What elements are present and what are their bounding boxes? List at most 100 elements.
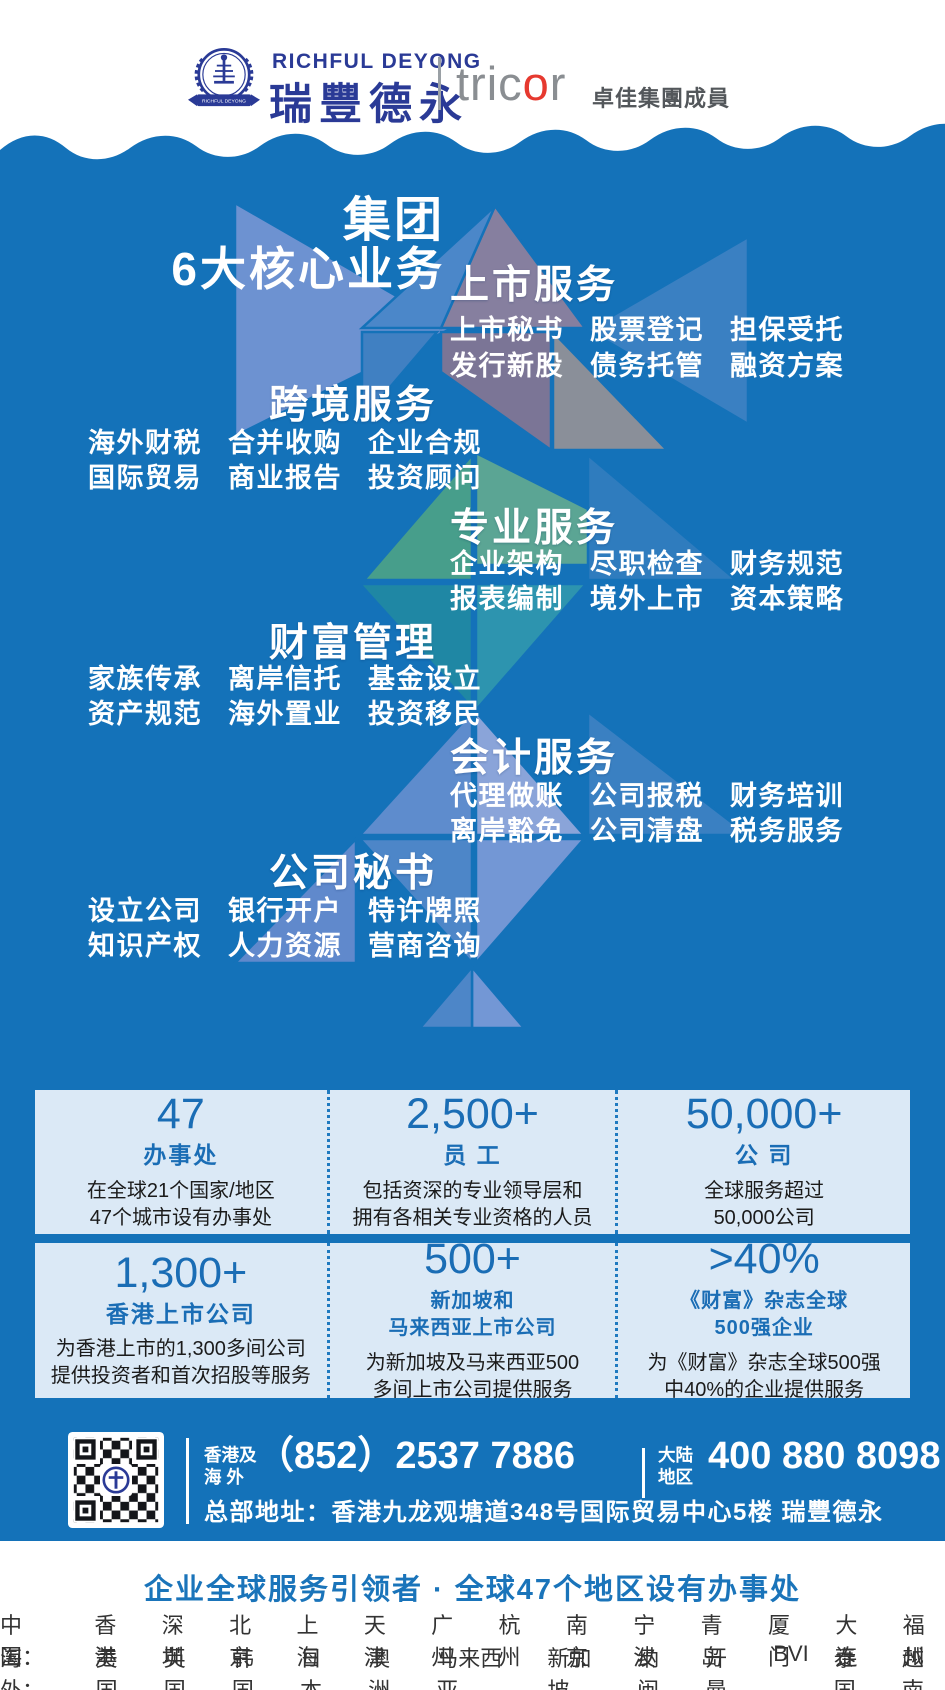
service-item: 资本策略 bbox=[730, 584, 844, 614]
city: 杭州 bbox=[498, 1613, 521, 1670]
service-title-listing: 上市服务 bbox=[450, 264, 619, 307]
city: 天津 bbox=[363, 1613, 386, 1670]
city: 马来西亚 bbox=[436, 1646, 503, 1690]
stat-label: 香港上市公司 bbox=[105, 1300, 256, 1327]
stat-value: 50,000+ bbox=[685, 1090, 843, 1139]
service-item: 设立公司 bbox=[88, 896, 202, 926]
contact-divider bbox=[186, 1438, 189, 1524]
service-item: 财务培训 bbox=[730, 781, 844, 811]
stat-label: 公 司 bbox=[734, 1142, 794, 1169]
city: 上海 bbox=[296, 1613, 319, 1670]
stat-value: 500+ bbox=[424, 1235, 521, 1284]
service-title-professional: 专业服务 bbox=[450, 507, 619, 550]
service-items: 国际贸易 商业报告 投资顾问 bbox=[88, 456, 482, 495]
service-item: 股票登记 bbox=[590, 315, 704, 345]
city: 南京 bbox=[565, 1613, 588, 1670]
header-divider bbox=[438, 57, 441, 110]
service-items: 企业架构 尽职检查 财务规范 bbox=[450, 542, 844, 581]
service-item: 海外财税 bbox=[88, 428, 202, 458]
city: 泰国 bbox=[833, 1646, 856, 1690]
service-item: 特许牌照 bbox=[368, 896, 482, 926]
service-items: 上市秘书 股票登记 担保受托 bbox=[450, 308, 844, 347]
city: 新加坡 bbox=[547, 1646, 592, 1690]
brand-name-en: RICHFUL DEYONG bbox=[272, 50, 482, 73]
city: 韩国 bbox=[231, 1646, 254, 1690]
service-item: 税务服务 bbox=[730, 816, 844, 846]
stat-label-line2: 马来西亚上市公司 bbox=[388, 1316, 557, 1339]
city: 宁波 bbox=[633, 1613, 656, 1670]
hero-title-line1: 集团 bbox=[342, 194, 445, 247]
service-item: 资产规范 bbox=[88, 699, 202, 729]
service-item: 企业合规 bbox=[368, 428, 482, 458]
service-items: 资产规范 海外置业 投资移民 bbox=[88, 692, 482, 731]
city: 日本 bbox=[299, 1646, 322, 1690]
stat-description: 在全球21个国家/地区 47个城市设有办事处 bbox=[86, 1179, 275, 1229]
stat-value: 2,500+ bbox=[406, 1090, 539, 1139]
stat-hk-listed: 1,300+ 香港上市公司 为香港上市的1,300多间公司 提供投资者和首次招股等… bbox=[35, 1243, 327, 1398]
china-label: 中 国： bbox=[0, 1613, 44, 1670]
stat-fortune500: >40% 《财富》杂志全球 500强企业 为《财富》杂志全球500强 中40%的企… bbox=[618, 1237, 910, 1401]
city: 越南 bbox=[901, 1646, 924, 1690]
phone-region-mainland: 大陆 地区 bbox=[658, 1445, 693, 1487]
brand-name-cn: 瑞豐德永 bbox=[269, 81, 469, 129]
stat-companies: 50,000+ 公 司 全球服务超过 50,000公司 bbox=[618, 1090, 910, 1234]
phone-number-mainland: 400 880 8098 bbox=[708, 1435, 941, 1477]
overseas-cities-row: 海 外： 美国 英国 韩国 日本 澳洲 马来西亚 新加坡 纳闽 开曼 BVI 泰… bbox=[0, 1641, 945, 1690]
stat-label: 员 工 bbox=[443, 1142, 502, 1169]
city: 澳洲 bbox=[368, 1646, 391, 1690]
qr-code bbox=[68, 1432, 164, 1528]
service-item: 合并收购 bbox=[228, 428, 342, 458]
stat-label-line2: 500强企业 bbox=[714, 1316, 814, 1339]
service-item: 尽职检查 bbox=[590, 549, 704, 579]
service-item: 上市秘书 bbox=[450, 315, 564, 345]
richful-deyong-emblem: RICHFUL DEYONG bbox=[188, 48, 260, 107]
city: 香港 bbox=[94, 1613, 117, 1670]
stat-description: 全球服务超过 50,000公司 bbox=[704, 1179, 825, 1229]
city: 深圳 bbox=[161, 1613, 184, 1670]
city: 厦门 bbox=[767, 1613, 790, 1670]
service-item: 财务规范 bbox=[730, 549, 844, 579]
contact-divider bbox=[642, 1448, 645, 1498]
service-item: 报表编制 bbox=[450, 584, 564, 614]
stat-label: 新加坡和 bbox=[430, 1289, 515, 1312]
city: 福州 bbox=[902, 1613, 925, 1670]
service-items: 海外财税 合并收购 企业合规 bbox=[88, 421, 482, 460]
service-item: 基金设立 bbox=[368, 664, 482, 694]
footer-tagline: 企业全球服务引领者 · 全球47个地区设有办事处 bbox=[143, 1574, 802, 1606]
stat-offices: 47 办事处 在全球21个国家/地区 47个城市设有办事处 bbox=[35, 1090, 327, 1234]
hero-title: 集团 6大核心业务 bbox=[171, 196, 445, 294]
stat-label: 办事处 bbox=[143, 1142, 219, 1169]
stat-staff: 2,500+ 员 工 包括资深的专业领导层和 拥有各相关专业资格的人员 bbox=[326, 1090, 619, 1234]
stats-grid: 47 办事处 在全球21个国家/地区 47个城市设有办事处 2,500+ 员 工 … bbox=[35, 1090, 910, 1401]
china-cities-row: 中 国： 香港 深圳 北京 上海 天津 广州 杭州 南京 宁波 青岛 厦门 大连… bbox=[0, 1608, 945, 1672]
service-items: 发行新股 债务托管 融资方案 bbox=[450, 344, 844, 383]
headquarters-address: 总部地址：香港九龙观塘道348号国际贸易中心5楼 瑞豐德永 bbox=[204, 1499, 884, 1526]
service-item: 公司清盘 bbox=[590, 816, 704, 846]
emblem-ribbon-text: RICHFUL DEYONG bbox=[202, 99, 246, 105]
service-item: 知识产权 bbox=[88, 931, 202, 961]
service-item: 公司报税 bbox=[590, 781, 704, 811]
service-item: 担保受托 bbox=[730, 315, 844, 345]
service-item: 银行开户 bbox=[228, 896, 342, 926]
city: 美国 bbox=[95, 1646, 118, 1690]
tricor-text: tric bbox=[456, 57, 523, 110]
service-item: 海外置业 bbox=[228, 699, 342, 729]
city: BVI bbox=[773, 1641, 809, 1666]
city: 开曼 bbox=[705, 1646, 728, 1690]
hero-title-line2: 6大核心业务 bbox=[171, 242, 445, 295]
phone-region-hk: 香港及海 外 bbox=[204, 1445, 257, 1487]
service-title-accounting: 会计服务 bbox=[450, 737, 619, 780]
service-title-secretary: 公司秘书 bbox=[268, 852, 437, 895]
service-item: 债务托管 bbox=[590, 351, 704, 381]
service-item: 境外上市 bbox=[590, 584, 704, 614]
stat-description: 为新加坡及马来西亚500 多间上市公司提供服务 bbox=[365, 1351, 580, 1401]
service-items: 代理做账 公司报税 财务培训 bbox=[450, 774, 844, 813]
service-item: 国际贸易 bbox=[88, 463, 202, 493]
service-items: 离岸豁免 公司清盘 税务服务 bbox=[450, 809, 844, 848]
service-item: 家族传承 bbox=[88, 664, 202, 694]
tricor-logo: tricor bbox=[456, 60, 566, 107]
stat-label: 《财富》杂志全球 bbox=[680, 1289, 849, 1312]
service-item: 营商咨询 bbox=[368, 931, 482, 961]
city: 大连 bbox=[835, 1613, 858, 1670]
overseas-label: 海 外： bbox=[0, 1646, 44, 1690]
